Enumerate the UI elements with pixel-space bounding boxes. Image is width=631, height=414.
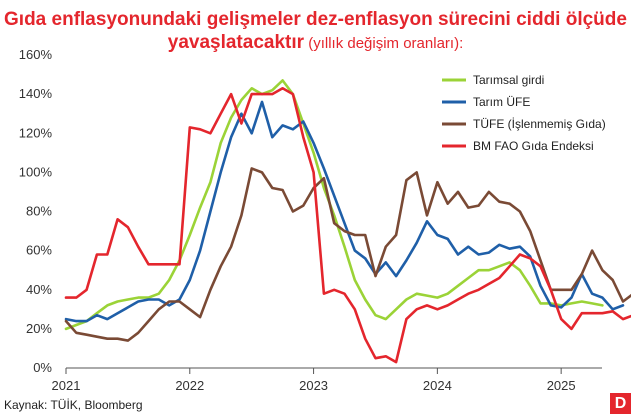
x-tick-label: 2023 [299,378,328,393]
x-axis: 2021 2022 2023 2024 2025 [52,367,602,393]
legend-label: Tarım ÜFE [473,95,530,109]
y-tick-label: 20% [26,321,52,336]
publisher-logo: D [610,393,631,414]
y-tick-label: 100% [19,164,53,179]
title-line-1: Gıda enflasyonundaki gelişmeler dez-enfl… [4,9,627,30]
x-tick-label: 2024 [423,378,452,393]
y-tick-label: 140% [19,86,53,101]
y-tick-label: 160% [19,47,53,62]
legend: Tarımsal girdi Tarım ÜFE TÜFE (İşlenmemiş … [442,73,606,153]
x-tick-label: 2025 [547,378,576,393]
x-tick-label: 2022 [175,378,204,393]
y-tick-label: 0% [33,360,52,375]
series-line [64,79,604,331]
title-subtitle: (yıllık değişim oranları): [304,35,464,52]
title-emphasis: yavaşlatacaktır [167,32,305,53]
series-line [64,87,631,364]
chart-title: Gıda enflasyonundaki gelişmeler dez-enfl… [0,8,631,55]
y-tick-label: 40% [26,282,52,297]
series-line [64,100,625,323]
series-lines [64,79,631,364]
y-axis: 0% 20% 40% 60% 80% 100% 120% 140% 160% [19,47,53,375]
y-tick-label: 60% [26,243,52,258]
title-line-2: yavaşlatacaktır (yıllık değişim oranları… [0,31,631,55]
legend-label: Tarımsal girdi [473,73,544,87]
x-tick-label: 2021 [52,378,81,393]
y-tick-label: 80% [26,204,52,219]
y-tick-label: 120% [19,125,53,140]
series-line [64,167,631,342]
legend-label: BM FAO Gıda Endeksi [473,139,594,153]
legend-label: TÜFE (İşlenmemiş Gıda) [473,117,606,131]
source-note: Kaynak: TÜİK, Bloomberg [4,398,143,412]
